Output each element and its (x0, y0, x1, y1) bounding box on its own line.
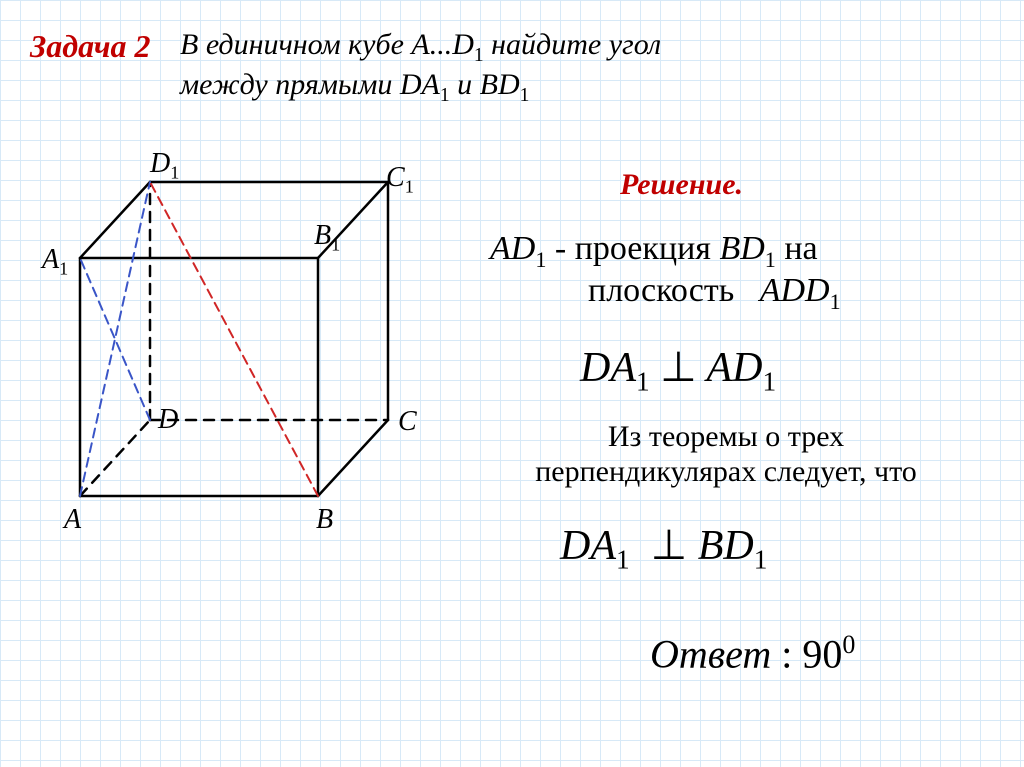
step2-perp: DA1 ⊥ AD1 (580, 342, 776, 397)
problem-text: между прямыми (180, 68, 400, 101)
vertex-label-A: A (64, 504, 81, 536)
problem-text: В единичном кубе (180, 28, 411, 61)
text-line: перпендикулярах следует, что (476, 455, 976, 490)
text: на (784, 230, 817, 267)
math-expr: AD1 (707, 345, 777, 391)
math-expr: AD1 (490, 230, 546, 267)
step1-line1: AD1 - проекция BD1 на (490, 230, 818, 273)
text-line: Из теоремы о трех (476, 420, 976, 455)
task-title: Задача 2 (30, 28, 151, 65)
answer: Ответ : 900 (650, 630, 855, 677)
vertex-label-B1: B1 (314, 220, 340, 256)
math-expr: BD1 (698, 523, 768, 569)
problem-math: A...D1 (411, 28, 483, 61)
step3-text: Из теоремы о трех перпендикулярах следуе… (476, 420, 976, 489)
answer-label: Ответ (650, 631, 771, 676)
problem-math: BD1 (480, 68, 530, 101)
math-expr: ADD1 (760, 272, 841, 309)
math-expr: DA1 (560, 523, 630, 569)
answer-degree: 0 (842, 630, 855, 659)
problem-text: и (457, 68, 480, 101)
math-expr: DA1 (580, 345, 650, 391)
step1-line2: плоскость ADD1 (588, 272, 841, 315)
solution-label: Решение. (620, 168, 743, 202)
perp-symbol: ⊥ (660, 345, 697, 391)
vertex-label-C1: C1 (386, 162, 414, 198)
step4-perp: DA1 ⊥ BD1 (560, 520, 767, 575)
math-expr: BD1 (719, 230, 775, 267)
text: - проекция (555, 230, 720, 267)
problem-line-2: между прямыми DA1 и BD1 (180, 68, 529, 107)
problem-text: найдите угол (491, 28, 661, 61)
vertex-label-A1: A1 (42, 244, 68, 280)
cube-diagram (60, 160, 460, 560)
vertex-label-C: C (398, 406, 417, 438)
answer-sep: : (781, 631, 792, 676)
problem-line-1: В единичном кубе A...D1 найдите угол (180, 28, 661, 67)
vertex-label-D1: D1 (150, 148, 179, 184)
text: плоскость (588, 272, 734, 309)
vertex-label-B: B (316, 504, 333, 536)
problem-math: DA1 (400, 68, 450, 101)
perp-symbol: ⊥ (651, 523, 688, 569)
vertex-label-D: D (158, 404, 178, 436)
answer-value: 90 (802, 631, 842, 676)
